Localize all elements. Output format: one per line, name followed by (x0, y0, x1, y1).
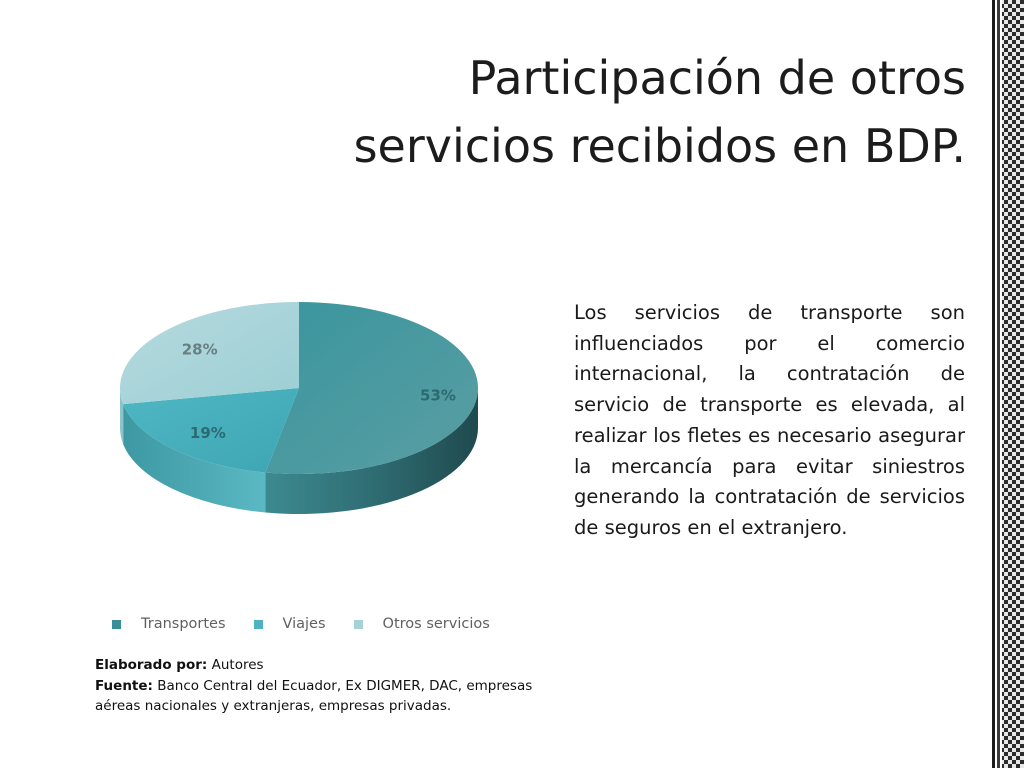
legend-label-viajes: Viajes (282, 616, 326, 632)
fuente-label: Fuente: (95, 677, 153, 694)
pie-side-viajes (123, 404, 266, 513)
elaborado-value: Autores (207, 657, 264, 673)
source-note: Elaborado por: Autores Fuente: Banco Cen… (95, 655, 555, 717)
legend-label-transportes: Transportes (141, 616, 226, 632)
legend-swatch-otros (353, 619, 363, 629)
pie-slice-viajes (123, 388, 299, 473)
elaborado-line: Elaborado por: Autores (95, 655, 555, 676)
legend-swatch-transportes (112, 619, 121, 629)
slide-body-text: Los servicios de transporte son influenc… (574, 301, 965, 539)
legend-item-viajes: Viajes (253, 616, 326, 632)
data-label-otros-servicios: 28% (182, 341, 218, 359)
legend-item-otros: Otros servicios (353, 616, 490, 632)
data-label-transportes: 53% (420, 386, 456, 404)
slide-title-line-2: servicios recibidos en BDP. (353, 119, 966, 173)
pie-slice-otros-servicios (119, 302, 299, 405)
slide-title: Participación de otros servicios recibid… (326, 44, 966, 180)
decorative-border (992, 0, 1024, 768)
legend-item-transportes: Transportes (112, 616, 226, 632)
data-label-viajes: 19% (190, 424, 226, 442)
fuente-line: Fuente: Banco Central del Ecuador, Ex DI… (95, 676, 555, 717)
legend-label-otros: Otros servicios (382, 616, 490, 632)
pie-chart: 53% 19% 28% (119, 302, 479, 514)
elaborado-label: Elaborado por: (95, 657, 208, 673)
pie-side-otros-servicios (120, 388, 124, 445)
pie-slice-transportes (265, 302, 479, 474)
pie-side-transportes (265, 388, 478, 514)
chart-legend: Transportes Viajes Otros servicios (112, 616, 518, 632)
slide-title-line-1: Participación de otros (468, 51, 966, 105)
legend-swatch-viajes (253, 619, 263, 629)
fuente-value: Banco Central del Ecuador, Ex DIGMER, DA… (95, 677, 533, 715)
